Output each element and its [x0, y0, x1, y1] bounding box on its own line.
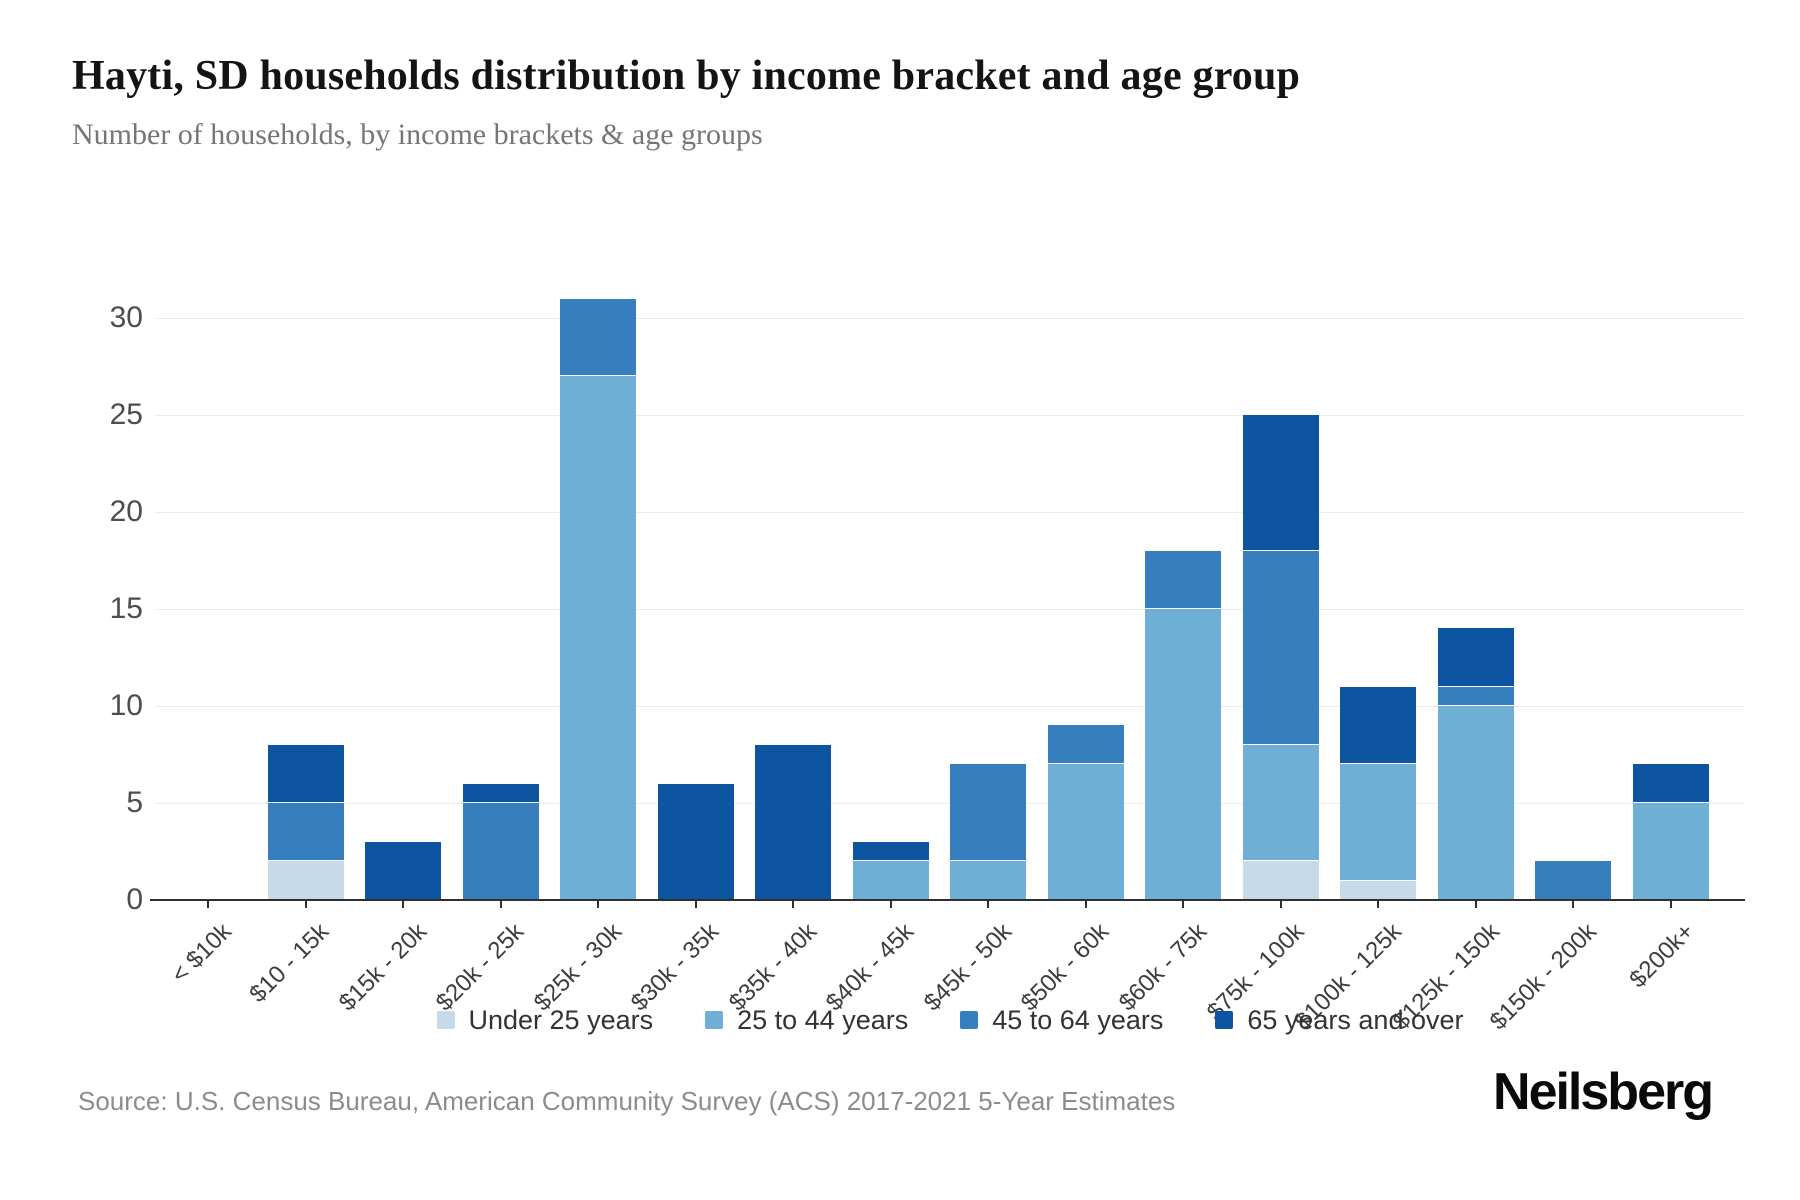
y-tick-label: 20	[109, 495, 143, 528]
bar-segment[interactable]	[1632, 764, 1709, 802]
legend-item[interactable]: 25 to 44 years	[705, 1005, 908, 1036]
x-tick-mark	[1377, 900, 1379, 908]
bar-segment[interactable]	[1437, 686, 1514, 705]
x-tick-mark	[499, 900, 502, 908]
legend-item[interactable]: 45 to 64 years	[960, 1005, 1163, 1036]
bar-segment[interactable]	[560, 298, 636, 376]
y-gridline	[155, 511, 1745, 513]
y-gridline	[155, 414, 1745, 416]
y-gridline	[155, 705, 1745, 707]
x-tick-mark	[792, 900, 794, 908]
bar-segment[interactable]	[267, 744, 344, 802]
legend-label: 65 years and over	[1247, 1004, 1464, 1035]
legend-swatch	[1215, 1011, 1234, 1029]
y-tick-label: 25	[109, 398, 143, 431]
x-tick-mark	[1572, 900, 1574, 908]
y-tick-label: 30	[109, 301, 143, 334]
legend-swatch	[705, 1011, 724, 1029]
bar-segment[interactable]	[852, 861, 929, 899]
bar-segment[interactable]	[950, 861, 1026, 899]
bar-segment[interactable]	[365, 841, 441, 899]
legend-label: 45 to 64 years	[992, 1004, 1164, 1035]
bar-segment[interactable]	[1145, 550, 1221, 608]
legend-item[interactable]: Under 25 years	[436, 1004, 654, 1036]
chart-title: Hayti, SD households distribution by inc…	[72, 53, 1301, 99]
bar-segment[interactable]	[1242, 744, 1319, 861]
bar-segment[interactable]	[267, 861, 344, 899]
bar-segment[interactable]	[1340, 764, 1416, 880]
bar-segment[interactable]	[657, 783, 734, 899]
bar-segment[interactable]	[1632, 803, 1709, 899]
brand-logo: Neilsberg	[1493, 1063, 1714, 1121]
bar-segment[interactable]	[1437, 706, 1514, 899]
bar-segment[interactable]	[755, 744, 831, 899]
x-tick-label: $200k+	[1624, 918, 1700, 994]
x-tick-mark	[597, 900, 599, 908]
x-tick-label: $10 - 15k	[244, 918, 335, 1008]
bar-segment[interactable]	[1047, 764, 1124, 899]
y-tick-label: 0	[126, 883, 143, 916]
x-tick-mark	[1474, 900, 1477, 908]
x-tick-mark	[1084, 900, 1087, 908]
x-tick-mark	[694, 900, 697, 908]
bar-segment[interactable]	[1242, 861, 1319, 899]
bar-segment[interactable]	[950, 764, 1026, 861]
legend-label: Under 25 years	[468, 1004, 654, 1035]
bar-segment[interactable]	[1047, 725, 1124, 764]
legend-label: 25 to 44 years	[737, 1004, 909, 1035]
x-tick-mark	[207, 900, 209, 908]
x-tick-mark	[889, 900, 892, 908]
x-tick-mark	[1279, 900, 1282, 908]
x-tick-mark	[402, 900, 404, 908]
bar-segment[interactable]	[267, 803, 344, 861]
bar-segment[interactable]	[1437, 628, 1514, 686]
bar-segment[interactable]	[462, 783, 539, 802]
legend: Under 25 years 25 to 44 years 45 to 64 yea…	[155, 998, 1745, 1042]
x-tick-mark	[1182, 900, 1184, 908]
chart-subtitle: Number of households, by income brackets…	[72, 118, 763, 151]
bar-segment[interactable]	[1242, 415, 1319, 550]
source-text: Source: U.S. Census Bureau, American Com…	[78, 1086, 1176, 1116]
y-gridline	[155, 608, 1745, 610]
legend-item[interactable]: 65 years and over	[1215, 1004, 1464, 1036]
bar-segment[interactable]	[1340, 880, 1416, 899]
y-tick-label: 5	[126, 786, 143, 819]
legend-swatch	[960, 1011, 979, 1029]
x-tick-mark	[987, 900, 989, 908]
y-tick-label: 10	[109, 689, 143, 722]
x-axis-line	[150, 899, 1745, 901]
bar-segment[interactable]	[1242, 550, 1319, 744]
bar-segment[interactable]	[1535, 861, 1611, 899]
bar-segment[interactable]	[560, 376, 636, 899]
legend-swatch	[436, 1011, 455, 1029]
y-gridline	[155, 317, 1745, 319]
x-tick-mark	[1669, 900, 1672, 908]
bar-segment[interactable]	[462, 803, 539, 899]
x-tick-mark	[304, 900, 307, 908]
bar-segment[interactable]	[1145, 609, 1221, 899]
bar-segment[interactable]	[1340, 686, 1416, 764]
x-tick-label: < $10k	[166, 918, 238, 989]
y-tick-label: 15	[109, 592, 143, 625]
bar-segment[interactable]	[852, 841, 929, 861]
